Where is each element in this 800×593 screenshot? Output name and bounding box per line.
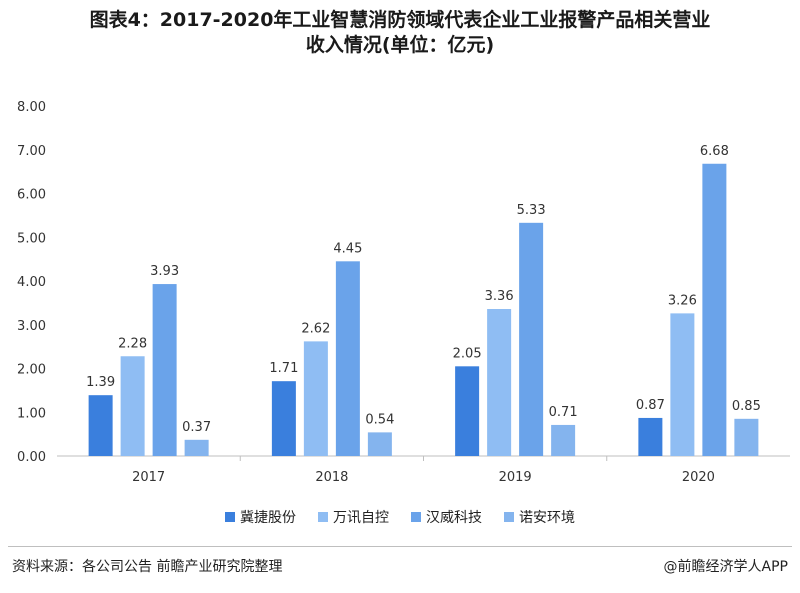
x-tick-label: 2020 <box>682 470 715 484</box>
bar-2019-4 <box>551 424 576 456</box>
legend-item: 冀捷股份 <box>225 507 296 527</box>
legend-swatch <box>225 512 235 522</box>
source-note: 资料来源：各公司公告 前瞻产业研究院整理 <box>12 559 283 575</box>
y-tick-label: 0.00 <box>17 450 46 465</box>
data-label: 1.71 <box>269 361 298 376</box>
data-label: 3.36 <box>485 289 514 304</box>
bar-2020-3 <box>702 163 727 456</box>
y-tick-label: 5.00 <box>17 231 46 246</box>
bar-2018-4 <box>367 432 392 456</box>
chart-title-line2: 收入情况(单位：亿元) <box>305 34 495 56</box>
bar-2019-1 <box>455 366 480 456</box>
data-label: 3.93 <box>150 264 179 279</box>
y-tick-label: 4.00 <box>17 275 46 290</box>
y-tick-label: 1.00 <box>17 406 46 421</box>
legend-item: 万讯自控 <box>318 507 389 527</box>
data-label: 2.05 <box>453 346 482 361</box>
y-tick-label: 6.00 <box>17 188 46 203</box>
legend-label: 汉威科技 <box>426 510 482 526</box>
bar-2020-4 <box>734 418 759 456</box>
chart-title-line1: 图表4：2017-2020年工业智慧消防领域代表企业工业报警产品相关营业 <box>89 9 711 31</box>
y-tick-label: 7.00 <box>17 144 46 159</box>
legend-swatch <box>318 512 328 522</box>
data-label: 6.68 <box>700 144 729 159</box>
bar-chart: 0.00 1.00 2.00 3.00 4.00 5.00 6.00 7.00 8.00 1.39… <box>17 100 790 484</box>
legend-swatch <box>504 512 514 522</box>
legend-item: 诺安环境 <box>504 507 575 527</box>
legend-item: 汉威科技 <box>411 507 482 527</box>
x-tick-label: 2018 <box>315 470 348 484</box>
bar-2017-4 <box>184 439 209 456</box>
bar-2019-3 <box>519 222 544 456</box>
bar-2017-2 <box>120 356 145 456</box>
data-label: 5.33 <box>517 203 546 218</box>
bar-2020-2 <box>670 313 695 456</box>
data-label: 2.62 <box>301 321 330 336</box>
data-label: 2.28 <box>118 336 147 351</box>
bar-2018-3 <box>335 261 360 456</box>
brand-credit: @前瞻经济学人APP <box>663 559 788 575</box>
chart-title: 图表4：2017-2020年工业智慧消防领域代表企业工业报警产品相关营业 收入情… <box>0 8 800 58</box>
data-label: 0.87 <box>636 398 665 413</box>
chart-legend: 冀捷股份 万讯自控 汉威科技 诺安环境 <box>0 507 800 527</box>
data-label: 3.26 <box>668 293 697 308</box>
bar-2019-2 <box>487 309 512 456</box>
data-label: 0.37 <box>182 420 211 435</box>
legend-label: 冀捷股份 <box>240 510 296 526</box>
bar-2018-1 <box>271 381 296 456</box>
bar-2018-2 <box>303 341 328 456</box>
y-tick-label: 2.00 <box>17 363 46 378</box>
legend-label: 万讯自控 <box>333 510 389 526</box>
data-label: 0.85 <box>732 399 761 414</box>
data-label: 0.71 <box>549 405 578 420</box>
legend-swatch <box>411 512 421 522</box>
bar-2017-3 <box>152 284 177 456</box>
footer-divider <box>8 546 792 547</box>
data-label: 1.39 <box>86 375 115 390</box>
legend-label: 诺安环境 <box>519 510 575 526</box>
y-tick-label: 8.00 <box>17 100 46 115</box>
y-tick-label: 3.00 <box>17 319 46 334</box>
x-tick-label: 2017 <box>132 470 165 484</box>
x-tick-label: 2019 <box>499 470 532 484</box>
data-label: 4.45 <box>333 241 362 256</box>
data-label: 0.54 <box>365 412 394 427</box>
bar-2017-1 <box>88 395 113 456</box>
bar-2020-1 <box>638 417 663 456</box>
